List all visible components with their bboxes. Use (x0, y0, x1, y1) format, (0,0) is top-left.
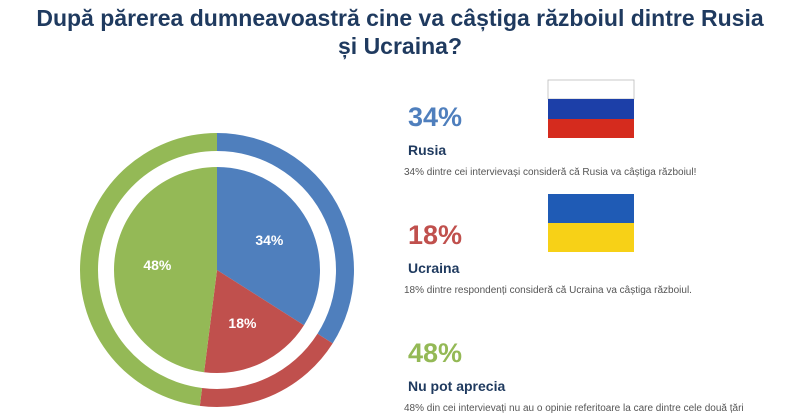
legend-percent: 34% (408, 102, 462, 132)
legend-name: Nu pot aprecia (408, 378, 505, 394)
legend-name: Ucraina (408, 260, 460, 276)
flag-russia (547, 79, 635, 138)
pie-slice (217, 167, 321, 326)
ring-segment (79, 133, 217, 406)
ring-segment (217, 133, 354, 344)
pie-slice (204, 270, 304, 373)
legend-percent: 48% (408, 338, 462, 368)
ring-segment (199, 333, 333, 407)
chart-title: După părerea dumneavoastră cine va câști… (36, 5, 764, 59)
pie-slice (113, 167, 217, 373)
data-label: 34% (255, 232, 284, 248)
description: 48% din cei intervievați nu au o opinie … (404, 403, 744, 414)
legend-name: Rusia (408, 142, 446, 158)
legend-percent: 18% (408, 220, 462, 250)
flag-ukraine (548, 194, 634, 252)
data-label: 48% (143, 257, 172, 273)
data-label: 18% (228, 315, 257, 331)
description: 18% dintre respondenți consideră că Ucra… (404, 285, 692, 296)
description: 34% dintre cei intervievași consideră că… (404, 167, 697, 178)
